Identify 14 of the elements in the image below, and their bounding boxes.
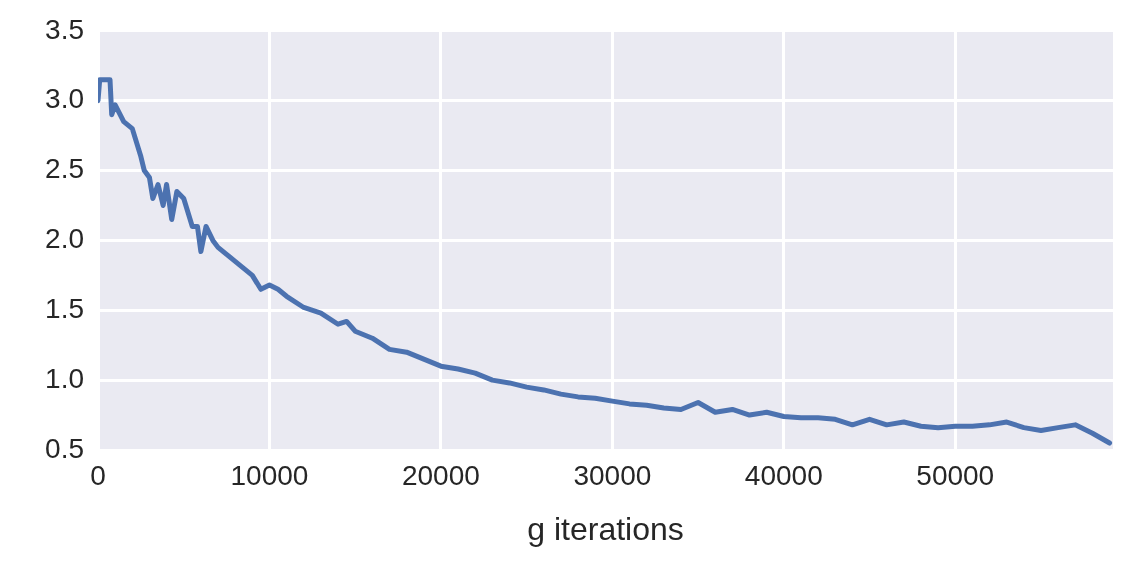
y-tick-label: 1.5 <box>45 292 84 324</box>
x-tick-label: 0 <box>90 459 106 491</box>
y-tick-label: 3.0 <box>45 83 84 115</box>
x-tick-label: 40000 <box>744 459 823 491</box>
y-tick-label: 2.5 <box>45 153 84 185</box>
y-tick-label: 2.0 <box>45 223 84 255</box>
x-tick-label: 30000 <box>573 459 652 491</box>
y-tick-label: 1.0 <box>45 362 84 394</box>
y-tick-label: 0.5 <box>45 432 84 464</box>
y-tick-label: 3.5 <box>45 13 84 45</box>
x-tick-label: 20000 <box>401 459 480 491</box>
x-tick-label: 10000 <box>230 459 309 491</box>
x-axis-title: g iterations <box>527 510 684 547</box>
x-tick-label: 50000 <box>916 459 995 491</box>
